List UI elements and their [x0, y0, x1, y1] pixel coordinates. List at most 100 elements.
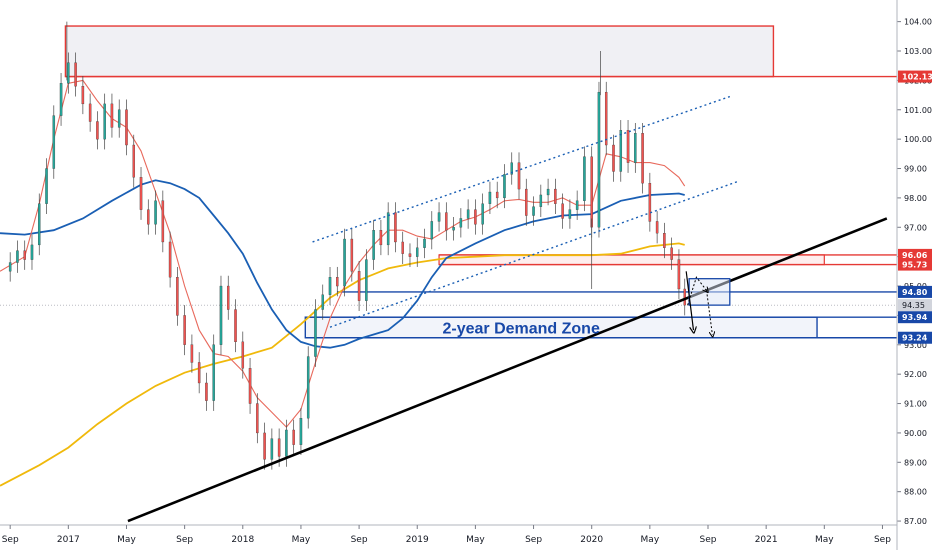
price-level-label: 94.80 — [902, 288, 928, 297]
candle-body — [343, 238, 346, 287]
x-tick-label: May — [641, 535, 660, 545]
y-tick-label: 91.00 — [904, 400, 927, 409]
candle-body — [590, 156, 593, 228]
candle-body — [655, 221, 659, 234]
candle-body — [683, 288, 686, 306]
candle-body — [350, 238, 354, 272]
candle-body — [205, 382, 208, 401]
candle-body — [437, 212, 441, 222]
projection-arrow-dashed-up — [687, 276, 707, 306]
candle-body — [183, 315, 186, 345]
projection-arrow-solid — [685, 271, 693, 330]
price-level-label: 93.94 — [902, 313, 928, 322]
channel-lower-line — [329, 181, 738, 328]
x-tick-label: 2020 — [580, 535, 603, 545]
y-tick-label: 98.00 — [904, 194, 927, 203]
candle-body — [488, 191, 492, 204]
candle-body — [597, 91, 601, 228]
candle-body — [386, 212, 390, 246]
candle-body — [96, 121, 99, 140]
candle-body — [459, 218, 463, 228]
candle-body — [321, 294, 324, 310]
y-tick-label: 90.00 — [904, 429, 927, 438]
candle-body — [517, 162, 521, 190]
moving-average-line — [0, 179, 685, 349]
candle-body — [336, 277, 339, 287]
candle-body — [88, 103, 92, 122]
price-level-tag — [898, 70, 932, 83]
candle-body — [619, 130, 623, 172]
candle-body — [154, 200, 157, 225]
price-level-tag — [898, 311, 932, 324]
projection-box — [688, 278, 731, 306]
candle-body — [190, 344, 194, 363]
candle-body — [583, 156, 586, 201]
y-tick-label: 104.00 — [904, 18, 932, 27]
support-trendline — [127, 217, 888, 523]
y-tick-label: 99.00 — [904, 165, 927, 174]
candle-body — [292, 429, 295, 445]
candle-body — [277, 438, 281, 457]
candle-body — [241, 341, 245, 369]
candle-body — [365, 259, 368, 301]
x-tick-label: Sep — [700, 535, 717, 545]
candle-body — [539, 194, 543, 207]
candle-body — [510, 162, 513, 175]
candle-body — [52, 115, 56, 169]
candle-body — [663, 233, 666, 248]
price-level-label: 102.13 — [902, 73, 932, 82]
candle-body — [452, 227, 455, 231]
candle-body — [81, 86, 85, 105]
candle-body — [299, 418, 303, 445]
candle-body — [495, 191, 499, 199]
price-level-tag — [898, 285, 932, 298]
candle-body — [423, 238, 426, 248]
price-level-label: 95.73 — [902, 261, 927, 270]
candle-body — [626, 130, 630, 163]
candle-body — [648, 183, 652, 222]
candle-body — [38, 203, 41, 246]
demand-zone-label: 2-year Demand Zone — [442, 320, 599, 337]
candle-body — [568, 209, 572, 219]
supply-zone-box — [64, 25, 775, 78]
candle-body — [161, 200, 165, 243]
x-tick-label: May — [466, 535, 485, 545]
candle-body — [561, 203, 564, 219]
candle-body — [59, 83, 63, 116]
candle-body — [445, 212, 448, 231]
candle-body — [110, 103, 114, 128]
candle-body — [554, 188, 557, 204]
y-tick-label: 88.00 — [904, 488, 927, 497]
x-tick-label: 2018 — [231, 535, 254, 545]
candle-body — [45, 168, 48, 204]
x-tick-label: Sep — [176, 535, 193, 545]
candle-body — [306, 356, 310, 419]
x-tick-label: 2017 — [57, 535, 80, 545]
candle-body — [168, 241, 172, 278]
candle-body — [67, 62, 70, 84]
candle-body — [147, 209, 150, 225]
candle-body — [132, 144, 136, 178]
candle-body — [117, 109, 121, 128]
candle-body — [525, 188, 528, 216]
x-tick-label: Sep — [2, 535, 19, 545]
projection-arrow-dashed-down — [706, 290, 713, 334]
x-tick-label: Sep — [351, 535, 368, 545]
candle-body — [197, 362, 201, 384]
candle-body — [604, 91, 608, 146]
y-tick-label: 89.00 — [904, 458, 927, 467]
candle-body — [634, 133, 637, 163]
x-tick-label: May — [815, 535, 834, 545]
candle-body — [546, 188, 550, 196]
price-level-label: 93.24 — [902, 334, 928, 343]
candle-body — [285, 429, 288, 457]
candle-body — [16, 250, 19, 263]
candle-body — [328, 277, 332, 295]
candle-body — [612, 144, 615, 172]
candle-body — [314, 309, 317, 357]
candle-body — [263, 432, 266, 460]
candle-body — [125, 109, 128, 146]
